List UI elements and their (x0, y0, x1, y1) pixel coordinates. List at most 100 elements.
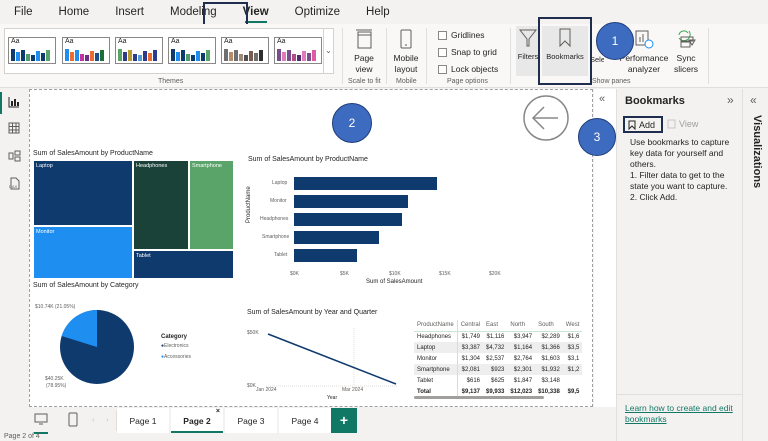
callout-3: 3 (578, 118, 616, 156)
treemap-tile-monitor[interactable]: Monitor (33, 226, 133, 279)
theme-5[interactable]: Aa (221, 37, 269, 64)
table-view-icon[interactable] (7, 122, 21, 136)
checkbox-icon (438, 64, 447, 74)
desktop-layout-icon[interactable] (34, 412, 48, 434)
theme-2[interactable]: Aa (62, 37, 110, 64)
visualizations-pane-title[interactable]: Visualizations (751, 115, 763, 189)
treemap-tile-tablet[interactable]: Tablet (133, 250, 234, 279)
close-tab-icon[interactable]: × (215, 408, 220, 415)
cell: $1,6 (567, 333, 580, 340)
add-bookmark-button[interactable]: Add (623, 116, 663, 133)
matrix-table[interactable]: ProductName Central East North South Wes… (414, 320, 583, 397)
cell: Monitor (414, 353, 458, 364)
bar-label: Headphones (260, 216, 289, 222)
mobile-layout-icon[interactable] (68, 412, 78, 432)
show-panes-label: Show panes (592, 78, 631, 85)
page-view-icon (356, 29, 372, 49)
treemap-tile-smartphone[interactable]: Smartphone (189, 160, 234, 250)
model-view-icon[interactable] (7, 150, 21, 164)
report-view-icon[interactable] (7, 96, 21, 110)
bar-label: Smartphone (262, 234, 290, 240)
view-bookmark-button[interactable]: View (667, 119, 698, 129)
pie-legend-title: Category (161, 334, 188, 340)
bookmarks-pane: Bookmarks » Add View Use bookmarks to ca… (616, 89, 743, 441)
menu-file[interactable]: File (14, 6, 33, 18)
learn-bookmarks-link[interactable]: Learn how to create and edit bookmarks (625, 403, 733, 424)
page-tab-1[interactable]: Page 1 (117, 408, 169, 433)
menu-insert[interactable]: Insert (115, 6, 144, 18)
bar-chart[interactable]: ProductName Laptop Monitor Headphones Sm… (242, 168, 512, 288)
column-header[interactable]: South (535, 320, 563, 332)
bookmarks-highlight (538, 17, 592, 85)
page-tab-2[interactable]: Page 2 × (171, 408, 223, 433)
menu-optimize[interactable]: Optimize (294, 6, 341, 18)
pie-chart[interactable] (58, 308, 136, 386)
cell: $1,749 (461, 333, 481, 340)
active-indicator (0, 92, 2, 114)
theme-3[interactable]: Aa (115, 37, 163, 64)
snap-to-grid-checkbox[interactable]: Snap to grid (438, 47, 497, 57)
divider (617, 394, 743, 395)
gridlines-checkbox[interactable]: Gridlines (438, 30, 485, 40)
expand-visualizations-chevron-icon[interactable]: « (750, 93, 757, 107)
menu-home[interactable]: Home (58, 6, 90, 18)
lock-objects-checkbox[interactable]: Lock objects (438, 64, 498, 74)
themes-expand-chevron-icon[interactable]: ⌄ (323, 29, 333, 73)
themes-gallery: Aa Aa Aa Aa Aa Aa ⌄ (4, 28, 334, 74)
pie-label-electronics: $40.25K (45, 376, 64, 382)
theme-6[interactable]: Aa (274, 37, 322, 64)
treemap-tile-headphones[interactable]: Headphones (133, 160, 189, 250)
bookmarks-button[interactable]: Bookmarks (542, 26, 588, 76)
cell: $2,537 (486, 355, 505, 362)
next-page-arrow-icon[interactable]: › (106, 415, 109, 424)
collapse-pane-chevron-icon[interactable]: » (727, 93, 734, 107)
mobile-icon (400, 29, 412, 49)
page-tab-4[interactable]: Page 4 (279, 408, 331, 433)
selection-button[interactable]: Selection (590, 55, 604, 64)
column-header[interactable]: East (483, 320, 508, 332)
cell: Laptop (414, 342, 458, 353)
menu-view[interactable]: View (242, 6, 269, 23)
bar-monitor[interactable] (294, 195, 408, 208)
add-page-button[interactable]: + (331, 408, 357, 433)
matrix-horizontal-scrollbar[interactable] (414, 396, 544, 399)
column-header[interactable]: West (562, 320, 583, 332)
theme-1[interactable]: Aa (8, 37, 56, 64)
cell: $1,847 (513, 377, 533, 384)
cell: $3,947 (513, 333, 533, 340)
pie-label-electronics-pct: (78.95%) (46, 383, 67, 389)
cell: Smartphone (414, 364, 458, 375)
cell: $10,338 (538, 388, 560, 395)
bar-laptop[interactable] (294, 177, 437, 190)
treemap-tile-laptop[interactable]: Laptop (33, 160, 133, 226)
line-chart[interactable] (266, 328, 398, 388)
sync-slicers-button[interactable]: Sync slicers (672, 28, 700, 75)
bar-smartphone[interactable] (294, 231, 379, 244)
column-header[interactable]: ProductName (414, 320, 458, 332)
column-header[interactable]: Central (457, 320, 484, 332)
filter-icon (518, 29, 538, 47)
divider (708, 28, 709, 84)
legend-item-accessories[interactable]: ●Accessories (161, 354, 191, 360)
back-arrow-button-icon[interactable] (522, 94, 570, 142)
page-view-button[interactable]: Page view (348, 28, 380, 75)
dax-query-view-icon[interactable]: DAX (7, 177, 21, 191)
menu-help[interactable]: Help (366, 6, 390, 18)
prev-page-arrow-icon[interactable]: ‹ (92, 415, 95, 424)
page-tab-3[interactable]: Page 3 (225, 408, 277, 433)
performance-analyzer-button[interactable]: Performance analyzer (618, 28, 670, 75)
treemap-chart[interactable]: Laptop Monitor Headphones Smartphone Tab… (33, 160, 234, 279)
mobile-layout-button[interactable]: Mobile layout (390, 28, 422, 75)
bar-x-axis-title: Sum of SalesAmount (366, 279, 423, 285)
theme-4[interactable]: Aa (168, 37, 216, 64)
cell: $9,933 (486, 388, 505, 395)
expand-filters-chevron-icon[interactable]: « (599, 93, 606, 105)
bar-headphones[interactable] (294, 213, 402, 226)
bar-tablet[interactable] (294, 249, 357, 262)
cell: $2,301 (507, 364, 536, 375)
divider (116, 410, 117, 431)
cell: $616 (466, 377, 481, 384)
legend-item-electronics[interactable]: ●Electronics (161, 343, 189, 349)
column-header[interactable]: North (507, 320, 536, 332)
filters-button[interactable]: Filters (516, 26, 540, 76)
